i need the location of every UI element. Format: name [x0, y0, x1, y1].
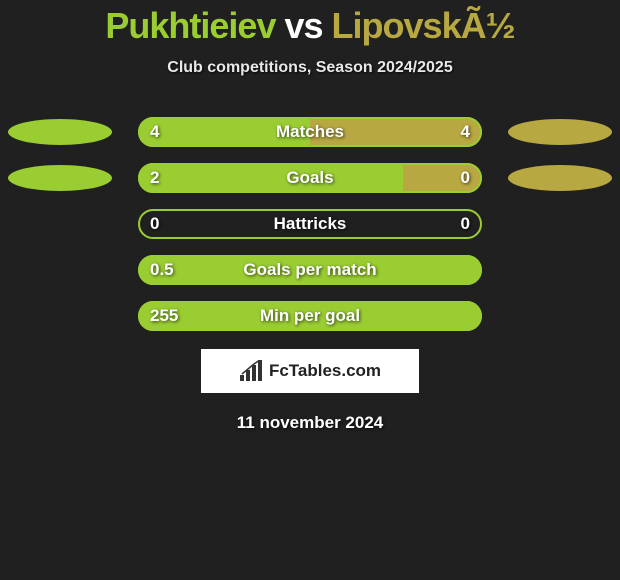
player2-ellipse [508, 165, 612, 191]
subtitle: Club competitions, Season 2024/2025 [0, 59, 620, 77]
bar-label: Matches [276, 122, 344, 142]
bar-right [403, 163, 482, 193]
value-right: 0 [461, 168, 470, 188]
date-label: 11 november 2024 [0, 413, 620, 433]
bar-label: Goals [286, 168, 333, 188]
player1-ellipse [8, 165, 112, 191]
comparison-chart: 4 4 Matches 2 0 Goals 0 0 Hattricks 0.5 Goals per … [0, 117, 620, 331]
player2-ellipse [508, 119, 612, 145]
value-right: 4 [461, 122, 470, 142]
stat-row-goals: 2 0 Goals [0, 163, 620, 193]
value-left: 0.5 [150, 260, 174, 280]
player1-name: Pukhtieiev [105, 5, 275, 46]
value-left: 0 [150, 214, 159, 234]
bar-label: Min per goal [260, 306, 360, 326]
player2-name: LipovskÃ½ [332, 5, 515, 46]
vs-text: vs [284, 5, 322, 46]
stat-row-hattricks: 0 0 Hattricks [0, 209, 620, 239]
value-left: 255 [150, 306, 178, 326]
logo-content: FcTables.com [239, 360, 381, 382]
bar-label: Goals per match [243, 260, 376, 280]
stat-row-min-per-goal: 255 Min per goal [0, 301, 620, 331]
value-left: 2 [150, 168, 159, 188]
bar-left [138, 163, 403, 193]
logo-text: FcTables.com [269, 361, 381, 381]
value-right: 0 [461, 214, 470, 234]
comparison-title: Pukhtieiev vs LipovskÃ½ [0, 0, 620, 47]
logo-box: FcTables.com [201, 349, 419, 393]
player1-ellipse [8, 119, 112, 145]
stat-row-matches: 4 4 Matches [0, 117, 620, 147]
fctables-icon [239, 360, 265, 382]
value-left: 4 [150, 122, 159, 142]
bar-label: Hattricks [274, 214, 347, 234]
stat-row-goals-per-match: 0.5 Goals per match [0, 255, 620, 285]
